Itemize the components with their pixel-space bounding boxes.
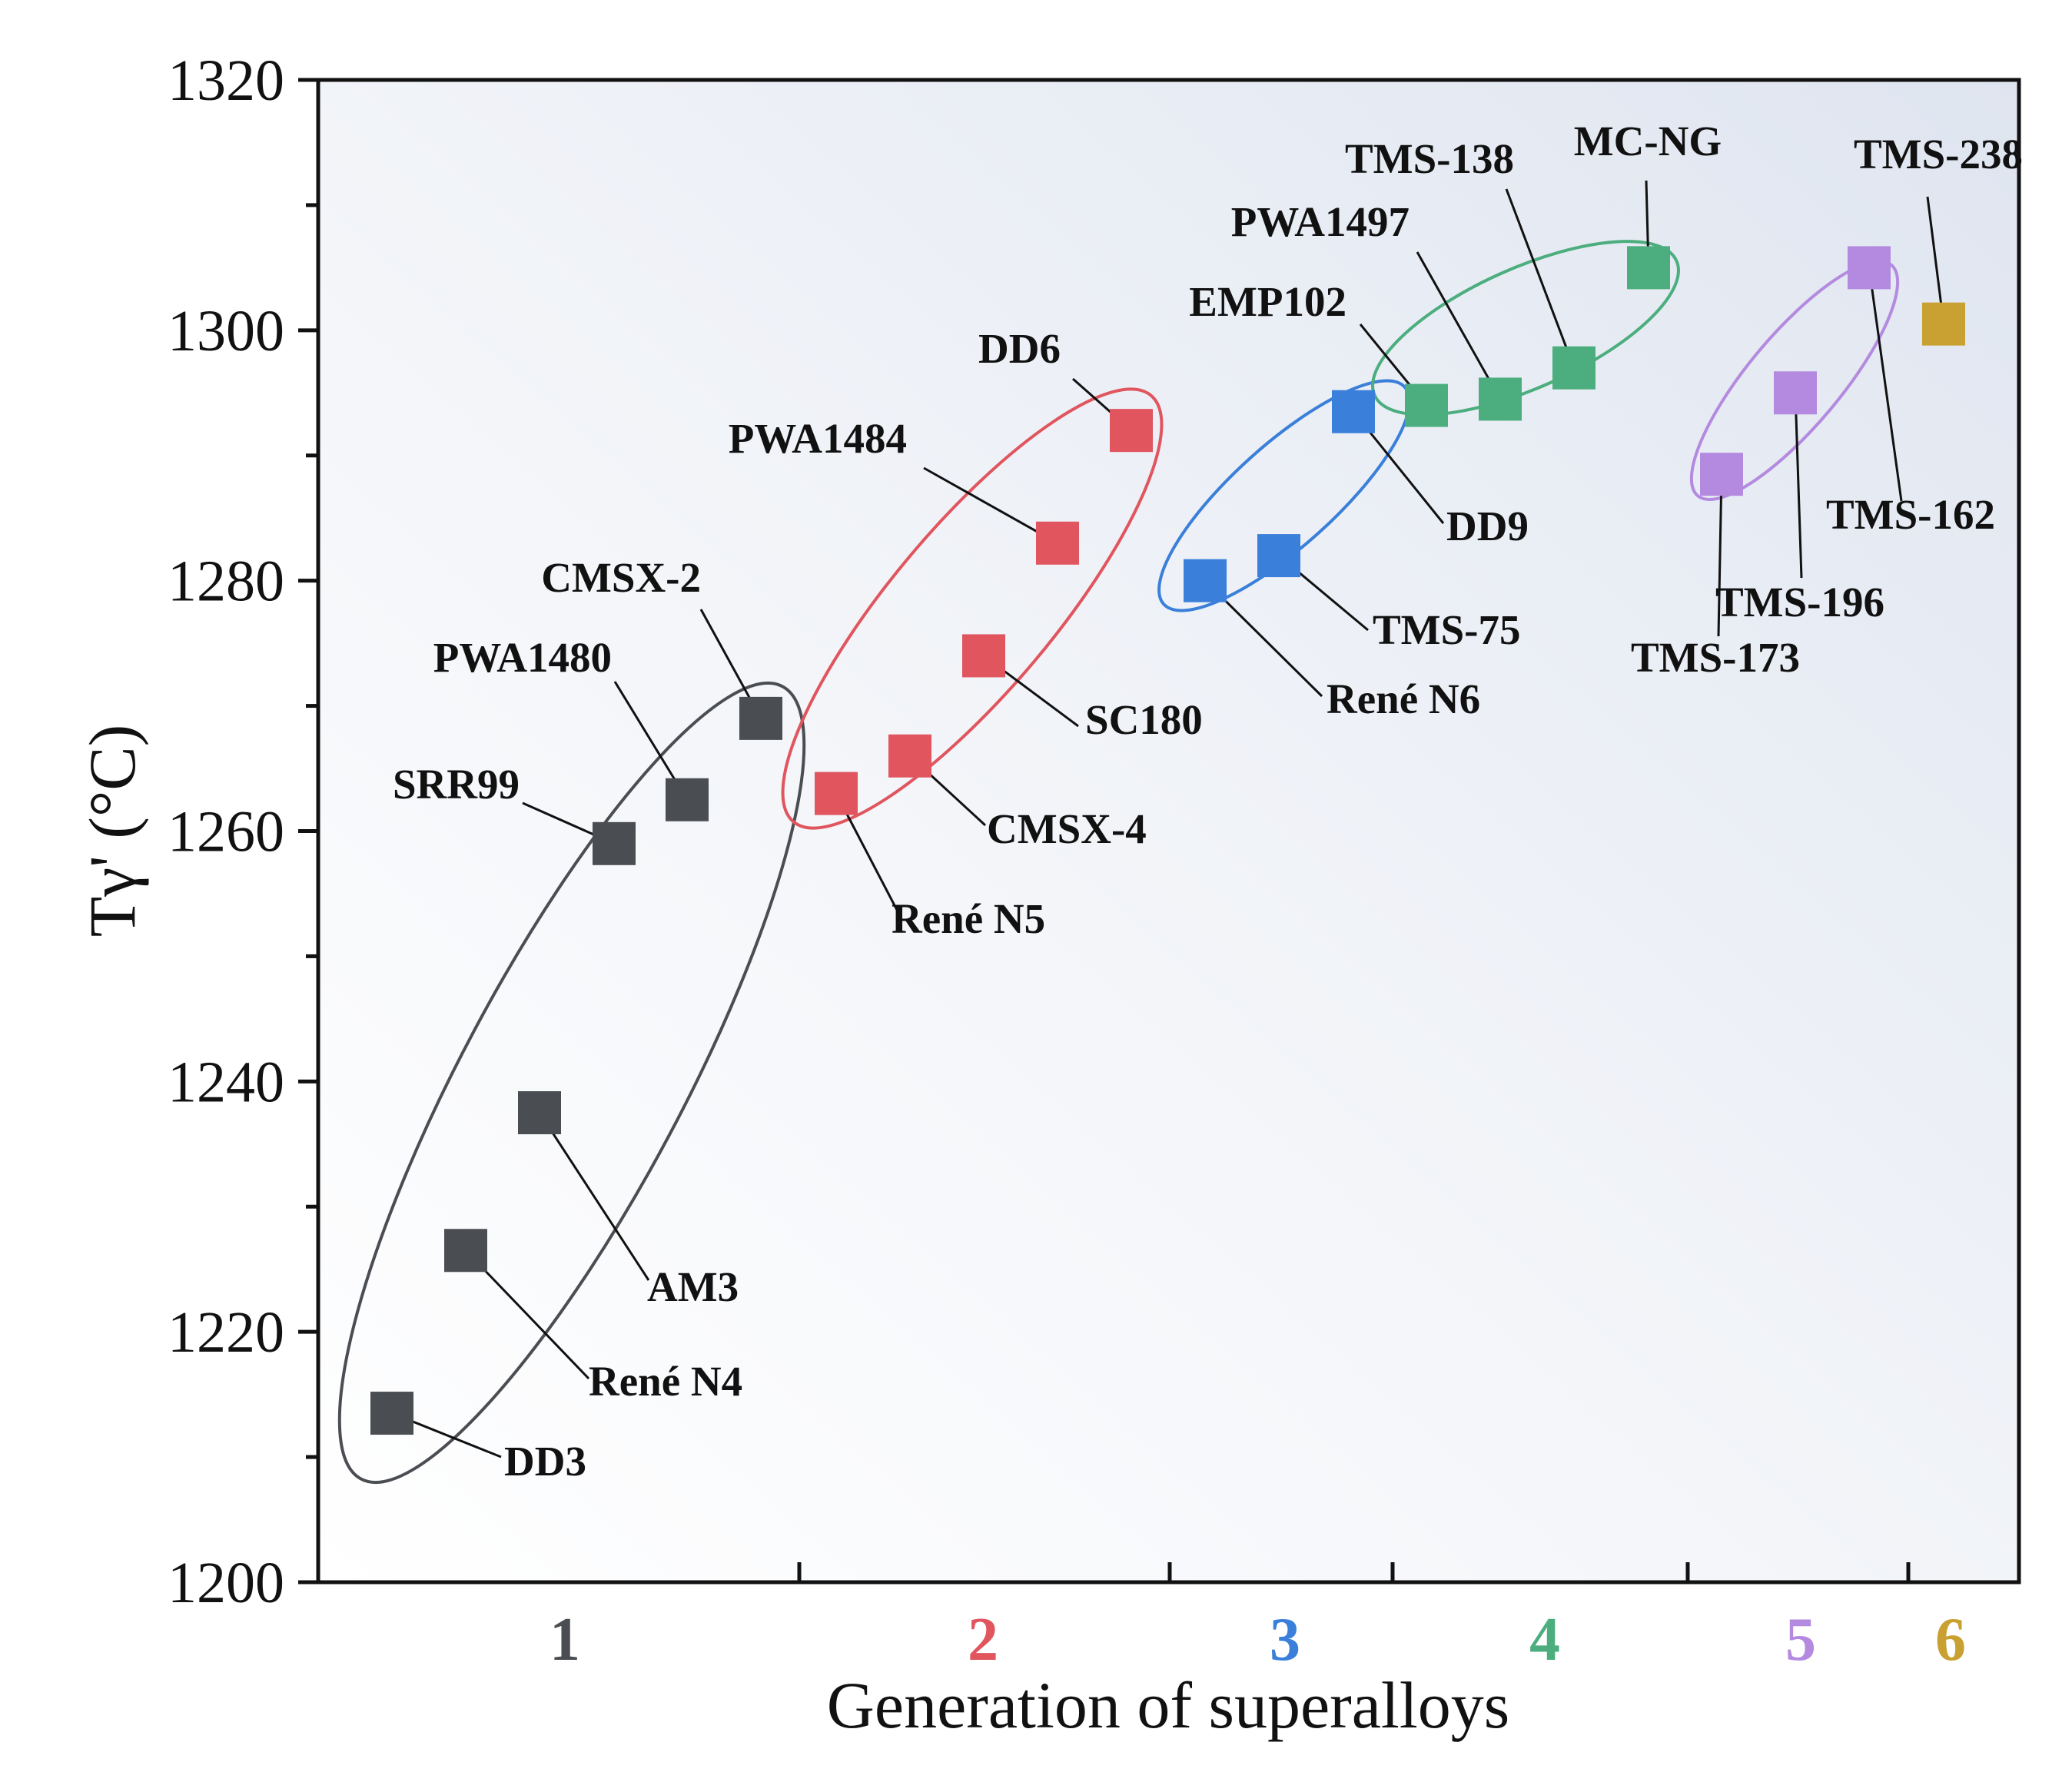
point-tms-196 [1774, 371, 1817, 415]
point-tms-75 [1257, 534, 1300, 578]
leader-am3 [538, 1112, 650, 1281]
point-cmsx-4 [888, 734, 931, 778]
label-ren-n4: René N4 [589, 1358, 742, 1405]
label-mc-ng: MC-NG [1574, 118, 1722, 164]
x-axis: 1 2 3 4 5 6 [550, 1562, 1966, 1674]
point-tms-138 [1552, 346, 1596, 390]
label-emp102: EMP102 [1189, 278, 1346, 325]
y-axis-title: Tγ' (°C) [75, 725, 149, 937]
leader-tms-162 [1868, 267, 1903, 502]
leader-tms-173 [1717, 474, 1723, 637]
label-tms-196: TMS-196 [1715, 579, 1884, 626]
label-pwa1497: PWA1497 [1231, 198, 1410, 245]
generation-label: 6 [1935, 1606, 1966, 1674]
label-tms-75: TMS-75 [1373, 606, 1521, 653]
point-srr99 [593, 821, 636, 865]
label-sc180: SC180 [1085, 696, 1203, 743]
point-ren-n5 [815, 772, 858, 815]
label-cmsx-4: CMSX-4 [987, 805, 1147, 852]
y-tick-label: 1320 [168, 48, 284, 113]
label-dd3: DD3 [504, 1438, 586, 1485]
label-dd9: DD9 [1446, 503, 1529, 549]
point-emp102 [1405, 383, 1448, 427]
generation-label: 4 [1529, 1606, 1560, 1674]
generation-label: 3 [1270, 1606, 1300, 1674]
point-dd9 [1332, 390, 1375, 433]
point-tms-162 [1848, 246, 1891, 290]
point-tms-173 [1700, 453, 1743, 496]
leader-pwa1497 [1416, 251, 1502, 400]
point-tms-238 [1922, 302, 1965, 346]
generation-label: 1 [550, 1606, 580, 1674]
generation-label: 2 [968, 1606, 998, 1674]
x-axis-title: Generation of superalloys [827, 1668, 1509, 1742]
point-sc180 [962, 634, 1005, 678]
point-pwa1484 [1036, 521, 1079, 565]
generation-5-ellipse [1689, 259, 1900, 502]
label-cmsx-2: CMSX-2 [541, 554, 701, 601]
leader-tms-138 [1505, 188, 1576, 369]
point-dd3 [370, 1392, 413, 1435]
generation-label: 5 [1785, 1606, 1816, 1674]
y-tick-label: 1280 [168, 549, 284, 614]
y-tick-label: 1200 [168, 1551, 284, 1615]
point-cmsx-2 [739, 696, 782, 740]
y-tick-label: 1240 [168, 1050, 284, 1114]
point-ren-n6 [1184, 559, 1227, 602]
label-tms-238: TMS-238 [1854, 131, 2023, 178]
point-dd6 [1110, 409, 1153, 453]
point-pwa1497 [1479, 377, 1522, 421]
plot-background [318, 80, 2019, 1582]
label-pwa1484: PWA1484 [729, 415, 907, 462]
leader-pwa1484 [923, 466, 1058, 545]
label-srr99: SRR99 [393, 761, 520, 808]
label-tms-162: TMS-162 [1826, 491, 1995, 538]
point-mc-ng [1627, 246, 1670, 290]
generation-3-ellipse [1157, 379, 1411, 612]
label-pwa1480: PWA1480 [433, 634, 612, 681]
label-tms-138: TMS-138 [1345, 135, 1514, 182]
data-points [370, 246, 1965, 1435]
label-tms-173: TMS-173 [1631, 634, 1800, 681]
label-am3: AM3 [647, 1263, 739, 1310]
y-axis: 1200 1220 1240 1260 1280 1300 1320 [168, 48, 320, 1615]
y-tick-label: 1220 [168, 1300, 284, 1365]
generation-2-ellipse [781, 387, 1164, 830]
y-tick-label: 1260 [168, 800, 284, 864]
label-dd6: DD6 [978, 325, 1061, 372]
point-pwa1480 [666, 778, 709, 821]
point-ren-n4 [444, 1229, 487, 1273]
label-ren-n6: René N6 [1327, 675, 1480, 722]
y-tick-label: 1300 [168, 299, 284, 363]
point-am3 [518, 1091, 561, 1135]
label-ren-n5: René N5 [892, 895, 1045, 942]
leader-tms-196 [1794, 393, 1803, 579]
generation-1-ellipse [337, 681, 806, 1485]
